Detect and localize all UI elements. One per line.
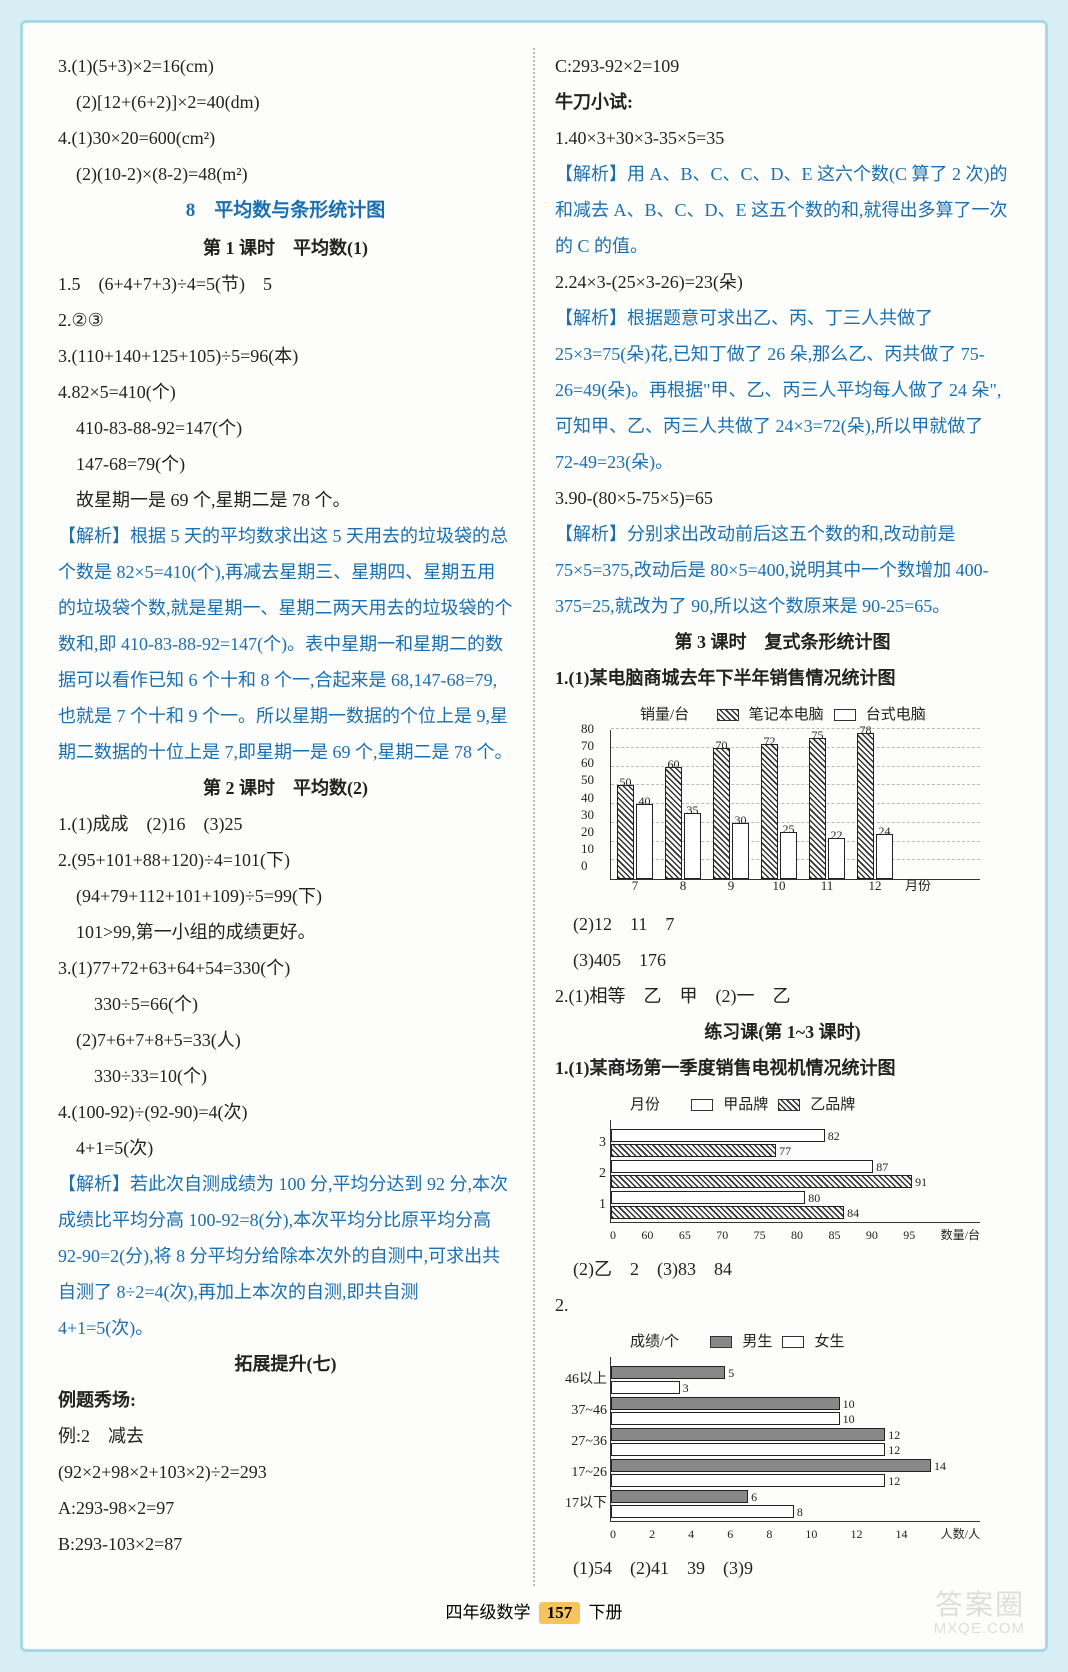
legend-swatch-hatch [778, 1099, 800, 1111]
line: 1.5 (6+4+7+3)÷4=5(节) 5 [58, 266, 513, 302]
line: 4.82×5=410(个) [58, 374, 513, 410]
line: C:293-92×2=109 [555, 48, 1010, 84]
explain: 【解析】用 A、B、C、C、D、E 这六个数(C 算了 2 次)的和减去 A、B… [555, 156, 1010, 264]
lesson-title: 第 1 课时 平均数(1) [58, 230, 513, 266]
line: (2)7+6+7+8+5=33(人) [58, 1022, 513, 1058]
extension-title: 拓展提升(七) [58, 1346, 513, 1382]
explain: 【解析】若此次自测成绩为 100 分,平均分达到 92 分,本次成绩比平均分高 … [58, 1166, 513, 1346]
line: (2)12 11 7 [555, 906, 1010, 942]
line: 101>99,第一小组的成绩更好。 [58, 914, 513, 950]
line: A:293-98×2=97 [58, 1490, 513, 1526]
chart3-ylabel: 成绩/个 [630, 1327, 679, 1357]
practice-title: 练习课(第 1~3 课时) [555, 1014, 1010, 1050]
line: 2.(1)相等 乙 甲 (2)一 乙 [555, 978, 1010, 1014]
legend-swatch-white [834, 709, 856, 721]
line: (2)乙 2 (3)83 84 [555, 1251, 1010, 1287]
line: 4.(100-92)÷(92-90)=4(次) [58, 1094, 513, 1130]
legend-label: 台式电脑 [866, 700, 926, 730]
line: 3.(1)77+72+63+64+54=330(个) [58, 950, 513, 986]
chart2-xaxis: 06065707580859095数量/台 [610, 1223, 980, 1247]
explain: 【解析】根据题意可求出乙、丙、丁三人共做了 25×3=75(朵)花,已知丁做了 … [555, 300, 1010, 480]
line: 147-68=79(个) [58, 446, 513, 482]
line: (3)405 176 [555, 942, 1010, 978]
right-column: C:293-92×2=109 牛刀小试: 1.40×3+30×3-35×5=35… [555, 48, 1010, 1586]
line: 2.(95+101+88+120)÷4=101(下) [58, 842, 513, 878]
chart2-plot: 382772879118084 [610, 1120, 980, 1223]
legend-swatch-white [782, 1336, 804, 1348]
line: 2.24×3-(25×3-26)=23(朵) [555, 264, 1010, 300]
footer-left: 四年级数学 [446, 1603, 531, 1622]
line: 410-83-88-92=147(个) [58, 410, 513, 446]
chart3: 成绩/个 男生 女生 46以上5337~46101027~36121217~26… [580, 1327, 1010, 1546]
explain: 【解析】分别求出改动前后这五个数的和,改动前是 75×5=375,改动后是 80… [555, 516, 1010, 624]
legend-swatch-hatch [717, 709, 739, 721]
page: 3.(1)(5+3)×2=16(cm) (2)[12+(6+2)]×2=40(d… [20, 20, 1048, 1652]
chart2: 月份 甲品牌 乙品牌 382772879118084 0606570758085… [580, 1090, 1010, 1247]
line: 330÷5=66(个) [58, 986, 513, 1022]
explain: 【解析】根据 5 天的平均数求出这 5 天用去的垃圾袋的总个数是 82×5=41… [58, 518, 513, 770]
line: 1.(1)成成 (2)16 (3)25 [58, 806, 513, 842]
line: 330÷33=10(个) [58, 1058, 513, 1094]
chart1-title: 1.(1)某电脑商城去年下半年销售情况统计图 [555, 660, 1010, 696]
line: (2)(10-2)×(8-2)=48(m²) [58, 156, 513, 192]
footer-page: 157 [539, 1602, 581, 1624]
chart1-ylabel: 销量/台 [640, 700, 689, 730]
line: (1)54 (2)41 39 (3)9 [555, 1550, 1010, 1586]
left-column: 3.(1)(5+3)×2=16(cm) (2)[12+(6+2)]×2=40(d… [58, 48, 513, 1586]
line: 4+1=5(次) [58, 1130, 513, 1166]
line: B:293-103×2=87 [58, 1526, 513, 1562]
legend-label: 男生 [742, 1327, 772, 1357]
legend-label: 甲品牌 [723, 1090, 768, 1120]
chart1-yaxis: 01020304050607080 [581, 722, 594, 872]
line: (2)[12+(6+2)]×2=40(dm) [58, 84, 513, 120]
line: 2.②③ [58, 302, 513, 338]
legend-swatch-gray [710, 1336, 732, 1348]
chart1: 销量/台 笔记本电脑 台式电脑 01020304050607080 504076… [580, 700, 1010, 902]
column-divider [533, 48, 535, 1586]
chart3-xaxis: 02468101214人数/人 [610, 1522, 980, 1546]
legend-swatch-white [691, 1099, 713, 1111]
line: 3.90-(80×5-75×5)=65 [555, 480, 1010, 516]
line: 例:2 减去 [58, 1418, 513, 1454]
legend-label: 女生 [814, 1327, 844, 1357]
line: 1.40×3+30×3-35×5=35 [555, 120, 1010, 156]
example-show: 例题秀场: [58, 1382, 513, 1418]
chart2-ylabel: 月份 [630, 1090, 660, 1120]
lesson-title: 第 3 课时 复式条形统计图 [555, 624, 1010, 660]
line: 3.(1)(5+3)×2=16(cm) [58, 48, 513, 84]
line: 2. [555, 1287, 1010, 1323]
line: 3.(110+140+125+105)÷5=96(本) [58, 338, 513, 374]
section-title: 8 平均数与条形统计图 [58, 192, 513, 230]
columns: 3.(1)(5+3)×2=16(cm) (2)[12+(6+2)]×2=40(d… [58, 48, 1010, 1586]
chart2-title: 1.(1)某商场第一季度销售电视机情况统计图 [555, 1050, 1010, 1086]
chart1-plot: 01020304050607080 5040760358703097225107… [610, 730, 980, 880]
legend-label: 乙品牌 [810, 1090, 855, 1120]
footer-right: 下册 [589, 1603, 623, 1622]
chart3-plot: 46以上5337~46101027~36121217~26141217以下68 [610, 1357, 980, 1522]
line: (94+79+112+101+109)÷5=99(下) [58, 878, 513, 914]
line: 故星期一是 69 个,星期二是 78 个。 [58, 482, 513, 518]
footer: 四年级数学 157 下册 [58, 1598, 1010, 1624]
niudao-title: 牛刀小试: [555, 84, 1010, 120]
line: (92×2+98×2+103×2)÷2=293 [58, 1454, 513, 1490]
lesson-title: 第 2 课时 平均数(2) [58, 770, 513, 806]
line: 4.(1)30×20=600(cm²) [58, 120, 513, 156]
